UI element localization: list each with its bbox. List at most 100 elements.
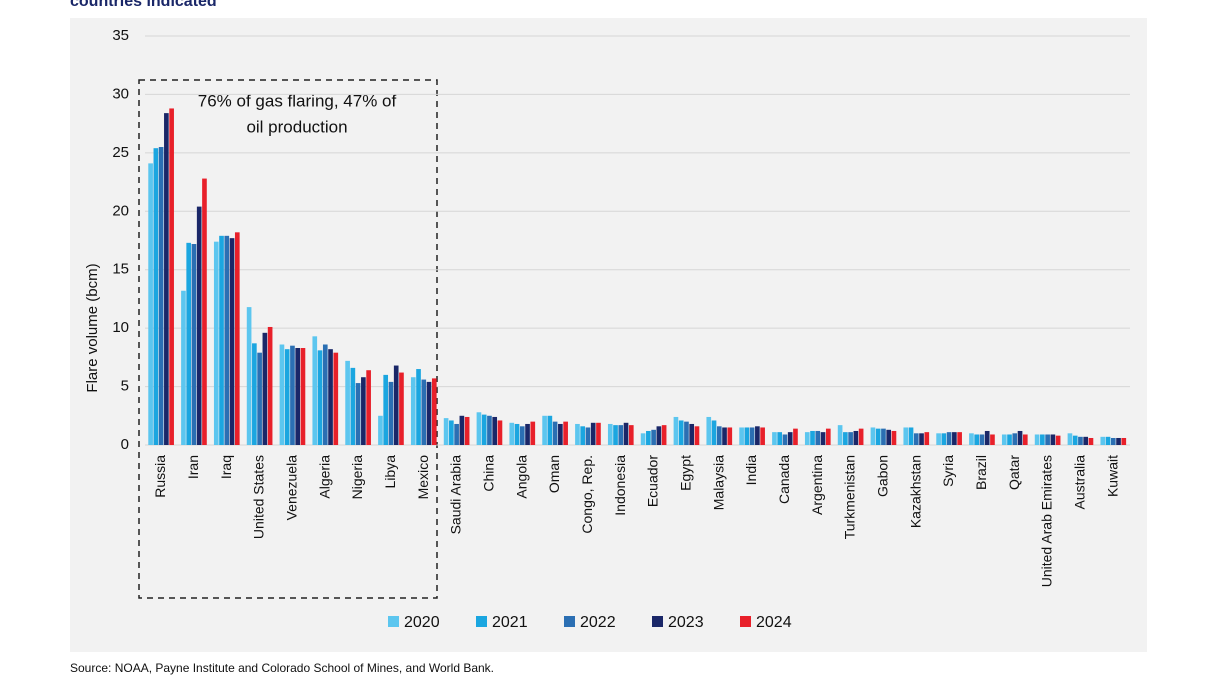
bar bbox=[1007, 434, 1012, 445]
bar bbox=[984, 430, 990, 445]
x-tick-label: Argentina bbox=[809, 455, 825, 515]
x-tick-label: United Arab Emirates bbox=[1039, 455, 1055, 587]
x-tick-label: Libya bbox=[382, 455, 398, 489]
bar bbox=[1034, 434, 1040, 445]
bar bbox=[777, 432, 783, 445]
bar bbox=[585, 427, 591, 445]
bar bbox=[919, 433, 924, 445]
bar bbox=[810, 430, 815, 445]
bar bbox=[519, 426, 525, 445]
bar bbox=[431, 378, 437, 445]
bar bbox=[487, 415, 492, 445]
bar bbox=[459, 415, 465, 445]
bar bbox=[333, 352, 339, 445]
bar bbox=[711, 420, 717, 445]
x-tick-label: Kuwait bbox=[1104, 455, 1120, 497]
bar bbox=[497, 420, 503, 445]
bar bbox=[1040, 434, 1045, 445]
y-tick-label: 10 bbox=[112, 319, 129, 336]
bar bbox=[924, 432, 930, 445]
bar bbox=[224, 235, 230, 445]
bar bbox=[623, 422, 629, 445]
bar bbox=[252, 343, 257, 445]
bar bbox=[558, 423, 563, 445]
bar bbox=[891, 430, 897, 445]
bar bbox=[941, 433, 947, 445]
bar bbox=[596, 422, 601, 445]
annotation: oil production bbox=[246, 117, 347, 136]
bar bbox=[563, 421, 568, 445]
bar bbox=[262, 332, 268, 445]
x-tick-label: Saudi Arabia bbox=[448, 455, 464, 535]
bar bbox=[202, 178, 207, 445]
legend-label: 2023 bbox=[668, 614, 704, 631]
bar bbox=[651, 429, 656, 445]
bar bbox=[678, 420, 684, 445]
bar bbox=[312, 336, 318, 445]
bar bbox=[684, 421, 689, 445]
bar bbox=[739, 427, 744, 445]
bar bbox=[443, 418, 449, 445]
bar bbox=[426, 381, 432, 445]
legend-label: 2021 bbox=[492, 614, 528, 631]
bar bbox=[148, 163, 153, 446]
y-tick-label: 20 bbox=[112, 202, 129, 219]
bar bbox=[509, 422, 515, 445]
bar bbox=[881, 428, 886, 445]
bar bbox=[848, 432, 853, 445]
bar bbox=[366, 370, 371, 445]
bar bbox=[853, 430, 859, 445]
bar bbox=[1012, 433, 1018, 445]
legend-swatch bbox=[564, 616, 575, 627]
x-tick-label: Angola bbox=[513, 455, 529, 499]
bar bbox=[903, 427, 909, 445]
bar bbox=[886, 429, 892, 445]
bar bbox=[317, 350, 323, 445]
bar bbox=[1100, 436, 1106, 445]
bar bbox=[1110, 437, 1116, 445]
bar bbox=[552, 421, 558, 445]
bar bbox=[590, 422, 596, 445]
bar bbox=[219, 235, 224, 445]
legend-swatch bbox=[740, 616, 751, 627]
bar bbox=[361, 377, 366, 445]
bar bbox=[355, 383, 361, 445]
bar bbox=[1105, 436, 1111, 445]
bar bbox=[1116, 437, 1121, 445]
bar bbox=[257, 352, 262, 445]
x-tick-label: Iran bbox=[185, 455, 201, 479]
bar bbox=[628, 425, 634, 445]
bar bbox=[787, 432, 793, 445]
x-tick-label: United States bbox=[251, 455, 267, 539]
bar bbox=[476, 412, 482, 445]
bar bbox=[279, 344, 285, 445]
bar bbox=[782, 434, 788, 445]
bar bbox=[399, 372, 404, 445]
bar bbox=[186, 242, 192, 445]
bar bbox=[990, 434, 995, 445]
bar bbox=[234, 232, 240, 445]
bar bbox=[618, 425, 624, 445]
bar bbox=[580, 426, 586, 445]
bar bbox=[969, 433, 974, 445]
y-tick-label: 0 bbox=[121, 436, 129, 453]
x-tick-label: Nigeria bbox=[349, 455, 365, 500]
x-tick-label: China bbox=[480, 455, 496, 492]
bar bbox=[1017, 430, 1023, 445]
bar bbox=[454, 423, 459, 445]
bar bbox=[661, 425, 667, 445]
x-tick-label: Gabon bbox=[874, 455, 890, 497]
x-tick-label: Kazakhstan bbox=[907, 455, 923, 528]
bar bbox=[1067, 433, 1073, 445]
bar bbox=[328, 349, 333, 445]
bar bbox=[727, 427, 733, 445]
x-tick-label: Australia bbox=[1071, 455, 1087, 510]
bar bbox=[1083, 436, 1089, 445]
bar bbox=[716, 426, 722, 445]
bar bbox=[804, 432, 810, 445]
bar bbox=[1078, 436, 1083, 445]
x-tick-label: Syria bbox=[940, 455, 956, 487]
y-tick-label: 25 bbox=[112, 144, 129, 161]
bar bbox=[607, 423, 613, 445]
